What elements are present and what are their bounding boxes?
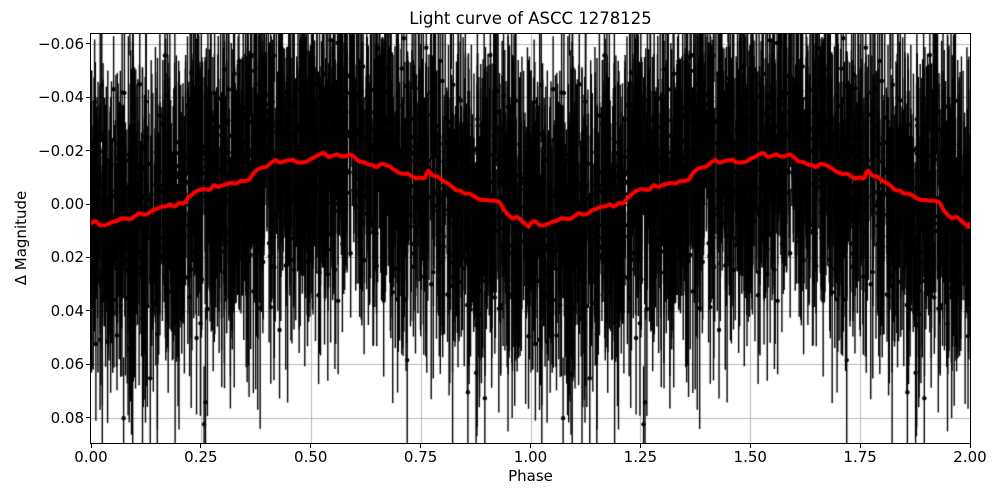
y-tick-label: 0.08 — [50, 408, 84, 427]
x-tick-label: 0.75 — [403, 448, 438, 466]
y-tick-mark — [86, 96, 90, 98]
x-axis-label: Phase — [508, 467, 553, 485]
chart-title: Light curve of ASCC 1278125 — [409, 9, 652, 28]
x-tick-mark — [969, 444, 971, 448]
y-tick-label: 0.04 — [50, 301, 84, 320]
plot-canvas — [91, 34, 970, 443]
x-tick-label: 1.25 — [623, 448, 658, 466]
x-tick-mark — [859, 444, 861, 448]
x-tick-label: 0.25 — [184, 448, 218, 466]
x-tick-label: 2.00 — [953, 448, 987, 466]
x-tick-mark — [420, 444, 422, 448]
y-tick-mark — [86, 150, 90, 152]
x-tick-label: 1.00 — [513, 448, 548, 466]
y-tick-mark — [86, 43, 90, 45]
y-tick-label: 0.02 — [50, 248, 84, 267]
plot-area — [90, 33, 971, 444]
y-tick-mark — [86, 256, 90, 258]
x-tick-label: 1.75 — [843, 448, 877, 466]
y-tick-label: 0.00 — [50, 195, 84, 214]
y-tick-mark — [86, 310, 90, 312]
y-tick-label: −0.06 — [38, 34, 84, 53]
x-tick-mark — [530, 444, 531, 448]
y-tick-label: −0.02 — [38, 141, 84, 160]
x-tick-mark — [639, 444, 641, 448]
y-tick-mark — [86, 203, 90, 205]
x-tick-label: 0.00 — [74, 448, 108, 466]
y-tick-label: 0.06 — [50, 355, 84, 374]
y-tick-mark — [86, 363, 90, 365]
x-tick-mark — [90, 444, 92, 448]
x-tick-mark — [200, 444, 202, 448]
x-tick-mark — [310, 444, 312, 448]
x-tick-label: 0.50 — [294, 448, 328, 466]
y-tick-label: −0.04 — [38, 88, 84, 107]
y-tick-mark — [86, 417, 90, 419]
x-tick-label: 1.50 — [733, 448, 767, 466]
x-tick-mark — [749, 444, 751, 448]
